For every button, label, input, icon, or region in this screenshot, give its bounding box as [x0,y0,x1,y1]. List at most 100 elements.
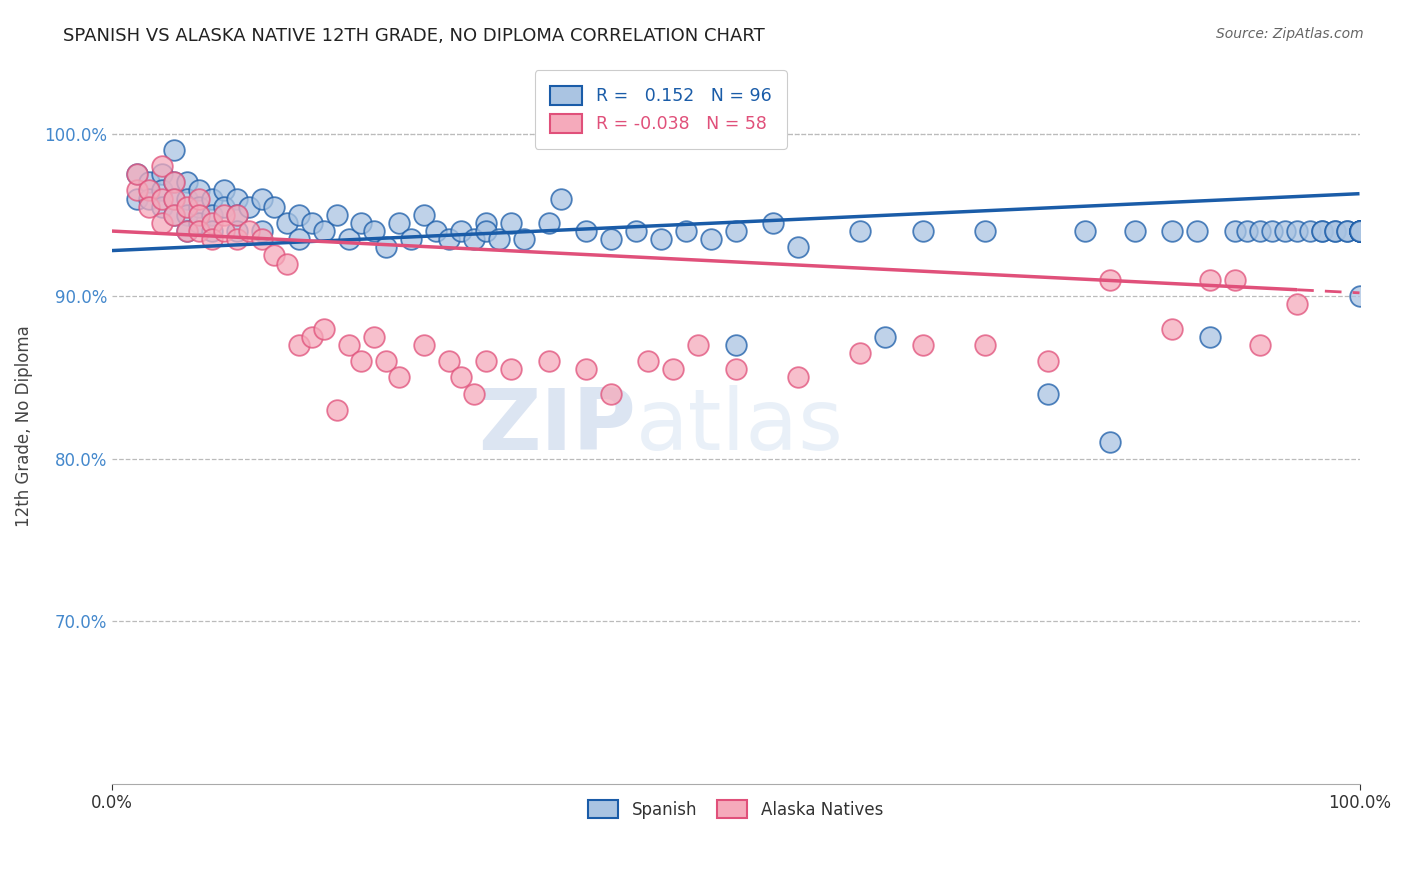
Point [288,338,311,352]
Point [150,167,173,181]
Point [1348,224,1371,238]
Point [475,354,498,368]
Point [201,192,224,206]
Point [312,321,335,335]
Point [1161,321,1184,335]
Point [325,208,347,222]
Point [288,232,311,246]
Point [188,183,211,197]
Point [475,216,498,230]
Point [1348,224,1371,238]
Point [375,240,398,254]
Point [724,338,747,352]
Point [163,175,186,189]
Point [125,183,148,197]
Point [188,208,211,222]
Point [1336,224,1358,238]
Point [188,224,211,238]
Point [463,386,485,401]
Point [337,232,360,246]
Point [675,224,697,238]
Point [600,386,623,401]
Point [375,354,398,368]
Point [250,232,273,246]
Point [650,232,672,246]
Point [1348,224,1371,238]
Point [125,167,148,181]
Point [238,224,260,238]
Point [363,224,385,238]
Point [600,232,623,246]
Point [176,200,198,214]
Point [1074,224,1097,238]
Point [225,192,247,206]
Text: ZIP: ZIP [478,384,636,467]
Point [437,354,460,368]
Point [550,192,572,206]
Point [150,183,173,197]
Point [1198,273,1220,287]
Point [125,167,148,181]
Point [138,192,160,206]
Point [150,192,173,206]
Point [1348,224,1371,238]
Point [238,200,260,214]
Point [325,402,347,417]
Point [201,208,224,222]
Point [1249,224,1271,238]
Point [662,362,685,376]
Point [624,224,647,238]
Point [250,192,273,206]
Point [1348,224,1371,238]
Point [412,208,434,222]
Point [176,192,198,206]
Point [911,338,934,352]
Point [276,256,298,270]
Point [787,240,810,254]
Point [150,200,173,214]
Point [849,224,872,238]
Point [312,224,335,238]
Point [1348,224,1371,238]
Point [512,232,534,246]
Point [450,370,472,384]
Point [437,232,460,246]
Point [1310,224,1333,238]
Point [388,370,411,384]
Point [301,329,323,343]
Point [176,208,198,222]
Point [212,183,235,197]
Point [188,216,211,230]
Point [337,338,360,352]
Point [201,232,224,246]
Point [250,224,273,238]
Point [849,346,872,360]
Legend: Spanish, Alaska Natives: Spanish, Alaska Natives [582,794,890,825]
Point [263,248,285,262]
Point [875,329,897,343]
Point [138,200,160,214]
Point [575,224,598,238]
Point [501,362,523,376]
Point [787,370,810,384]
Point [1098,273,1121,287]
Point [163,208,186,222]
Point [125,192,148,206]
Point [1286,224,1309,238]
Point [163,208,186,222]
Point [501,216,523,230]
Point [1036,354,1059,368]
Point [163,175,186,189]
Point [762,216,785,230]
Point [488,232,510,246]
Point [688,338,710,352]
Point [637,354,659,368]
Point [388,216,411,230]
Point [201,216,224,230]
Point [537,216,560,230]
Point [288,208,311,222]
Point [1323,224,1346,238]
Point [724,224,747,238]
Point [1323,224,1346,238]
Point [1348,289,1371,303]
